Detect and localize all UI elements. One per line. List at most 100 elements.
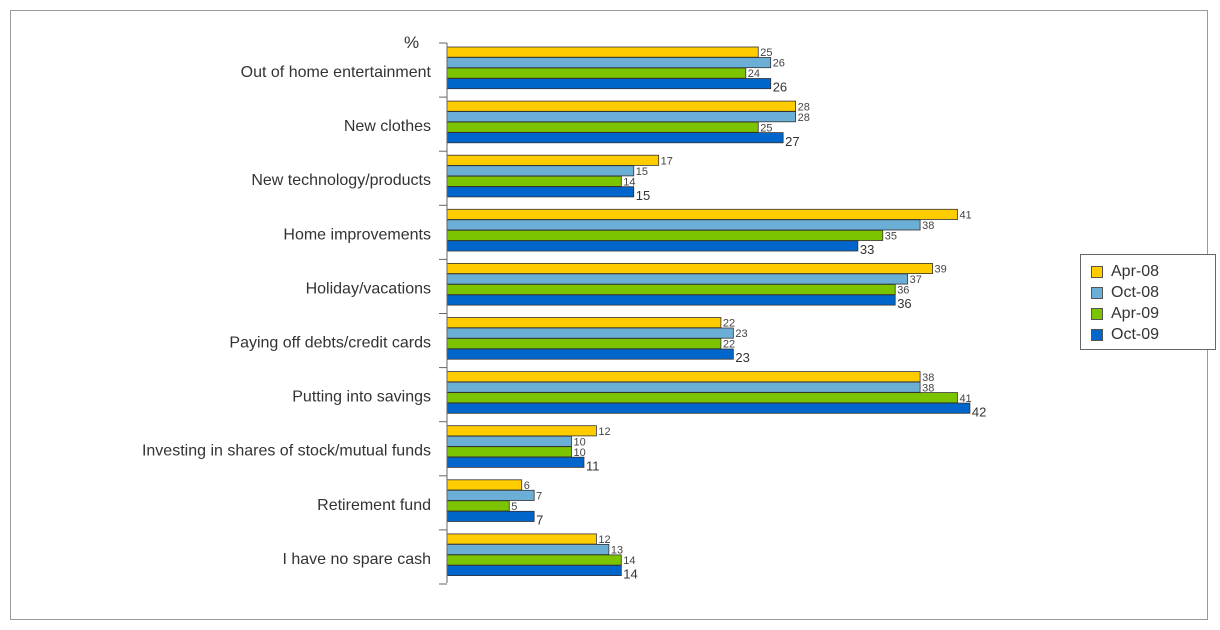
bar (446, 479, 523, 491)
bar (446, 175, 622, 187)
bar (446, 100, 797, 112)
bar (446, 240, 859, 252)
data-label: 33 (860, 242, 874, 257)
category-label: Paying off debts/credit cards (229, 335, 431, 352)
data-label: 23 (735, 328, 747, 340)
legend-item: Apr-09 (1091, 303, 1215, 324)
bar (446, 283, 896, 295)
data-label: 5 (511, 501, 517, 513)
bar (446, 165, 635, 177)
bar (446, 500, 510, 512)
legend-swatch (1091, 328, 1103, 341)
data-label: 26 (773, 58, 785, 70)
bar (446, 565, 622, 577)
category-label: Holiday/vacations (306, 280, 431, 297)
bar (446, 402, 971, 414)
data-label: 39 (935, 264, 947, 276)
data-label: 13 (611, 545, 623, 557)
unit-label: % (404, 33, 419, 52)
bar (446, 327, 734, 339)
category-label: New technology/products (251, 172, 431, 189)
bar (446, 186, 635, 198)
data-label: 14 (623, 176, 635, 188)
data-label: 12 (598, 426, 610, 438)
data-label: 15 (636, 188, 650, 203)
data-label: 27 (785, 134, 799, 149)
data-label: 38 (922, 382, 934, 394)
data-label: 24 (748, 68, 760, 80)
data-label: 36 (897, 285, 909, 297)
bar (446, 381, 921, 393)
legend-label: Apr-09 (1111, 304, 1160, 322)
legend-label: Apr-08 (1111, 262, 1160, 280)
category-label: Out of home entertainment (241, 64, 432, 81)
data-label: 37 (910, 274, 922, 286)
bar (446, 57, 772, 69)
data-label: 6 (524, 480, 530, 492)
data-label: 41 (959, 210, 971, 222)
bar (446, 338, 722, 350)
legend-item: Apr-08 (1091, 261, 1215, 282)
data-label: 22 (723, 339, 735, 351)
legend-swatch (1091, 265, 1103, 278)
data-label: 23 (735, 350, 749, 365)
legend-label: Oct-09 (1111, 325, 1160, 343)
category-label: Putting into savings (292, 389, 431, 406)
bar (446, 229, 884, 241)
bar (446, 67, 747, 79)
data-label: 26 (773, 80, 787, 95)
bar (446, 371, 921, 383)
category-label: Home improvements (283, 226, 431, 243)
bar (446, 154, 660, 166)
data-label: 36 (897, 296, 911, 311)
data-label: 7 (536, 491, 542, 503)
bar (446, 489, 535, 501)
data-label: 14 (623, 567, 637, 582)
bar (446, 456, 585, 468)
data-label: 25 (760, 47, 772, 59)
bar (446, 392, 958, 404)
bar (446, 273, 909, 285)
data-label: 11 (586, 458, 600, 473)
legend-label: Oct-08 (1111, 283, 1160, 301)
bar (446, 121, 759, 133)
category-label: Retirement fund (317, 497, 431, 514)
bar (446, 219, 921, 231)
data-label: 14 (623, 555, 635, 567)
data-label: 35 (885, 231, 897, 243)
data-label: 28 (798, 112, 810, 124)
data-label: 10 (574, 447, 586, 459)
data-label: 12 (598, 534, 610, 546)
bar (446, 544, 610, 556)
bar (446, 208, 958, 220)
data-label: 15 (636, 166, 648, 178)
bar (446, 554, 622, 566)
legend-swatch (1091, 286, 1103, 299)
bar (446, 46, 759, 58)
data-label: 7 (536, 513, 543, 528)
bar (446, 533, 597, 545)
data-label: 22 (723, 318, 735, 330)
legend: Apr-08 Oct-08 Apr-09 Oct-09 (1080, 254, 1216, 350)
data-label: 38 (922, 220, 934, 232)
legend-item: Oct-09 (1091, 324, 1215, 345)
data-label: 10 (574, 436, 586, 448)
bar (446, 446, 572, 458)
bar (446, 78, 772, 90)
data-label: 25 (760, 122, 772, 134)
data-label: 17 (661, 155, 673, 167)
legend-swatch (1091, 307, 1103, 320)
bar (446, 111, 797, 123)
bar (446, 132, 784, 144)
category-label: New clothes (344, 118, 431, 135)
data-label: 41 (959, 393, 971, 405)
bar (446, 317, 722, 329)
legend-item: Oct-08 (1091, 282, 1215, 303)
category-label: Investing in shares of stock/mutual fund… (142, 443, 431, 460)
bar (446, 510, 535, 522)
data-label: 42 (972, 404, 986, 419)
bar (446, 348, 734, 360)
bar (446, 435, 572, 447)
bar (446, 262, 933, 274)
